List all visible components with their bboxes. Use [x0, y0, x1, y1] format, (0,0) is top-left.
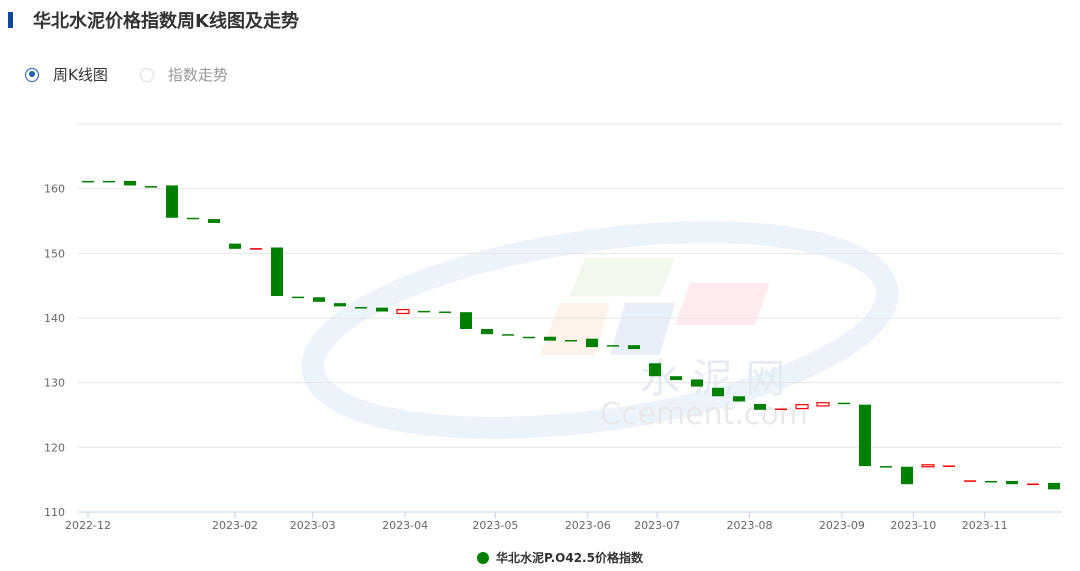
candle-down [901, 466, 913, 485]
candle-down [124, 180, 136, 186]
candle-flat [838, 402, 850, 405]
legend-label: 华北水泥P.O42.5价格指数 [496, 551, 643, 565]
candle-flat [439, 311, 451, 314]
chart-legend[interactable]: 华北水泥P.O42.5价格指数 [477, 549, 643, 566]
candle-down [544, 336, 556, 341]
x-tick-label: 2022-12 [65, 519, 111, 532]
candle-down [271, 247, 283, 297]
candle-flat [880, 466, 892, 468]
candle-down [670, 376, 682, 381]
candle-down [586, 338, 598, 348]
candle-flat [985, 480, 997, 483]
candle-flat [355, 307, 367, 309]
candle-flat [502, 334, 514, 336]
candle-down [754, 404, 766, 410]
x-tick-label: 2023-06 [565, 519, 611, 532]
candle-down [481, 328, 493, 335]
candle-flat [607, 345, 619, 347]
candle-down [859, 404, 871, 467]
candle-up [816, 402, 830, 407]
legend-dot-icon [477, 551, 489, 564]
y-tick-label: 150 [44, 247, 65, 260]
y-tick-label: 120 [44, 441, 65, 454]
x-tick-label: 2023-05 [472, 519, 518, 532]
candle-up [396, 308, 410, 315]
watermark-en: Ccement.com [600, 397, 808, 432]
radio-index-trend[interactable]: 指数走势 [139, 64, 228, 85]
candle-flat [523, 336, 535, 339]
radio-label: 周K线图 [53, 66, 108, 84]
y-tick-label: 160 [44, 183, 65, 196]
x-tick-label: 2023-10 [890, 519, 936, 532]
candle-down [229, 243, 241, 249]
candle-down [376, 307, 388, 312]
page-title: 华北水泥价格指数周K线图及走势 [33, 11, 299, 32]
x-tick-label: 2023-09 [819, 519, 865, 532]
x-tick-label: 2023-04 [382, 519, 428, 532]
watermark: 水 泥 网 Ccement.com [301, 221, 899, 439]
candle-flat [775, 408, 787, 411]
candle-down [1048, 482, 1060, 490]
y-tick-label: 110 [44, 506, 65, 519]
radio-unselected-icon [139, 67, 154, 82]
radio-label: 指数走势 [167, 66, 228, 84]
candle-down [1006, 480, 1018, 485]
candle-down [313, 297, 325, 302]
candle-up [921, 464, 935, 468]
x-tick-label: 2023-11 [962, 519, 1008, 532]
candle-flat [964, 480, 976, 482]
candle-flat [1027, 483, 1039, 486]
candle-down [712, 387, 724, 397]
candle-flat [103, 180, 115, 183]
title-accent-bar [8, 12, 13, 28]
candle-down [460, 312, 472, 329]
x-tick-label: 2023-07 [634, 519, 680, 532]
candle-flat [943, 465, 955, 467]
candle-down [733, 396, 745, 402]
candle-flat [418, 310, 430, 313]
x-tick-label: 2023-08 [727, 519, 773, 532]
x-tick-label: 2023-03 [290, 519, 336, 532]
candle-down [649, 363, 661, 377]
x-tick-label: 2023-02 [212, 519, 258, 532]
view-toggle: 周K线图 指数走势 [25, 64, 260, 85]
candle-flat [565, 339, 577, 342]
candle-flat [187, 217, 199, 220]
section-header: 华北水泥价格指数周K线图及走势 [8, 8, 299, 32]
candle-down [208, 219, 220, 223]
radio-selected-icon [25, 67, 39, 82]
candle-down [691, 379, 703, 387]
candle-flat [292, 296, 304, 299]
candle-down [334, 303, 346, 307]
y-tick-label: 140 [44, 312, 65, 325]
y-tick-label: 130 [44, 377, 65, 390]
candle-down [628, 345, 640, 350]
candle-flat [250, 248, 262, 250]
candle-down [166, 185, 178, 218]
candle-up [795, 404, 809, 410]
radio-kline[interactable]: 周K线图 [25, 64, 108, 85]
candle-flat [82, 180, 94, 183]
candle-flat [145, 186, 157, 188]
